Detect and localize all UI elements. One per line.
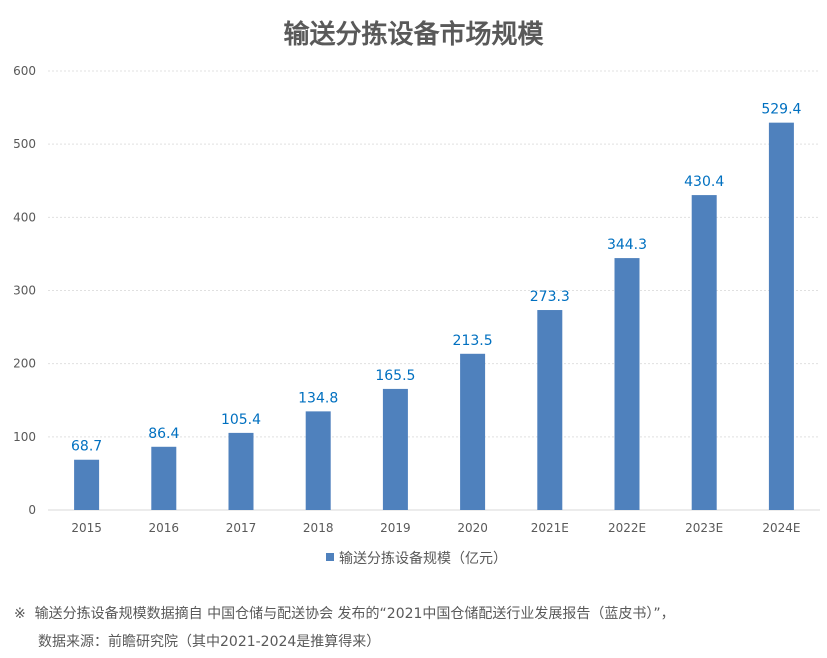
bar — [74, 459, 100, 510]
bar — [614, 258, 640, 510]
x-tick-label: 2020 — [457, 521, 488, 535]
footnote-line-1: ※ 输送分拣设备规模数据摘自 中国仓储与配送协会 发布的“2021中国仓储配送行… — [14, 603, 675, 623]
data-label: 165.5 — [375, 368, 415, 384]
x-tick-label: 2017 — [226, 521, 257, 535]
bar — [691, 195, 717, 510]
x-tick-label: 2022E — [608, 521, 646, 535]
bar — [151, 446, 177, 510]
x-tick-label: 2015 — [71, 521, 102, 535]
data-label: 68.7 — [71, 439, 102, 455]
bar — [228, 432, 254, 510]
data-label: 213.5 — [453, 333, 493, 349]
y-tick-label: 0 — [28, 503, 36, 517]
note-text-1: 输送分拣设备规模数据摘自 中国仓储与配送协会 发布的“2021中国仓储配送行业发… — [34, 606, 675, 622]
data-label: 529.4 — [761, 102, 801, 118]
bar — [537, 310, 563, 510]
data-label: 134.8 — [298, 390, 338, 406]
chart-title: 输送分拣设备市场规模 — [283, 20, 544, 50]
data-label: 86.4 — [148, 426, 179, 442]
bar — [768, 122, 794, 510]
y-tick-label: 300 — [13, 284, 36, 298]
legend-swatch — [326, 553, 334, 561]
legend-label: 输送分拣设备规模（亿元） — [339, 550, 507, 567]
y-tick-label: 600 — [13, 64, 36, 78]
footnote-line-2: 数据来源：前瞻研究院（其中2021-2024是推算得来） — [38, 634, 381, 650]
data-label: 344.3 — [607, 237, 647, 253]
note-symbol: ※ — [14, 606, 26, 622]
y-tick-label: 100 — [13, 430, 36, 444]
data-label: 273.3 — [530, 289, 570, 305]
x-tick-label: 2024E — [762, 521, 800, 535]
bar — [460, 353, 486, 510]
y-tick-label: 500 — [13, 137, 36, 151]
data-label: 430.4 — [684, 174, 724, 190]
x-tick-label: 2019 — [380, 521, 411, 535]
x-tick-label: 2016 — [149, 521, 180, 535]
x-tick-label: 2018 — [303, 521, 334, 535]
bar-chart: 0 100 200 300 400 500 600 68.7 2015 86.4 2016 105.4… — [13, 64, 820, 567]
bar — [382, 388, 408, 510]
y-tick-label: 200 — [13, 357, 36, 371]
bar — [305, 411, 331, 510]
x-tick-label: 2021E — [531, 521, 569, 535]
data-label: 105.4 — [221, 412, 261, 428]
y-tick-label: 400 — [13, 210, 36, 224]
x-tick-label: 2023E — [685, 521, 723, 535]
